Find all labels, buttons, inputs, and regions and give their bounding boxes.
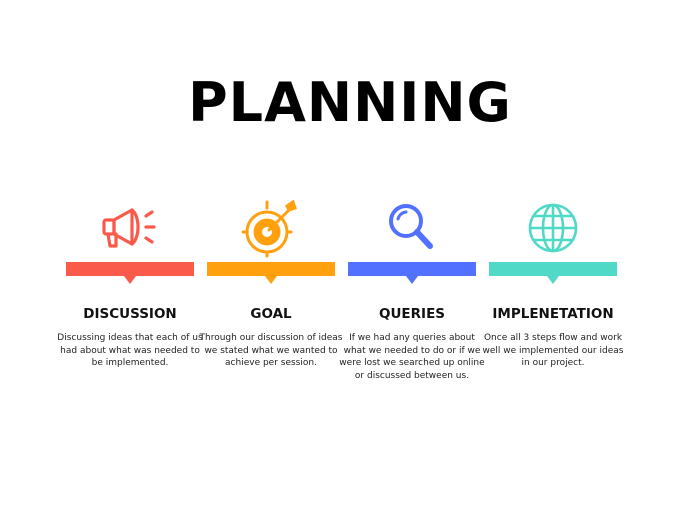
timeline-pointer [547,276,559,284]
target-icon [207,196,335,260]
timeline-bar-goal [207,262,335,276]
step-description: Once all 3 steps flow and work well we i… [482,333,624,368]
timeline-pointer [124,276,136,284]
step-heading: GOAL [250,306,292,322]
megaphone-icon [66,196,194,260]
step-description: Discussing ideas that each of us had abo… [57,333,203,368]
timeline-bar-queries [348,262,476,276]
step-description: Through our discussion of ideas we state… [199,333,343,368]
globe-icon [489,196,617,260]
timeline-pointer [406,276,418,284]
step-heading: DISCUSSION [83,306,177,322]
step-heading: QUERIES [378,306,446,322]
timeline-pointer [265,276,277,284]
magnifier-icon [348,196,476,260]
timeline-bar-discussion [66,262,194,276]
timeline-bar-implementation [489,262,617,276]
page-title: PLANNING [188,71,512,134]
step-description: If we had any queries about what we need… [339,333,485,381]
step-heading: IMPLENETATION [492,306,614,322]
